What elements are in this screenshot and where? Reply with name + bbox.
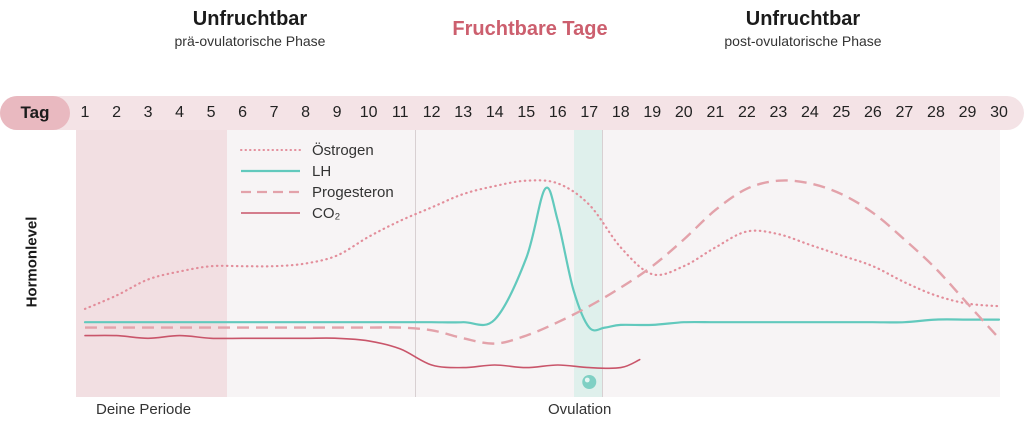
phase-subtitle-postovulatory: post-ovulatorische Phase — [724, 33, 882, 49]
legend-swatch-progesterone — [241, 190, 300, 194]
day-tick-label: 22 — [737, 104, 756, 121]
fertile-window-start-line — [415, 130, 416, 397]
day-tick-label: 13 — [454, 104, 473, 121]
ovulation-label: Ovulation — [548, 401, 612, 418]
phase-header-fertile: Fruchtbare Tage — [380, 18, 680, 41]
series-line-progesterone — [85, 179, 1000, 345]
day-tick-label: 4 — [175, 104, 184, 121]
legend-label-lh: LH — [312, 163, 332, 180]
legend-label-progesterone: Progesteron — [312, 184, 394, 201]
ovulation-region — [574, 130, 602, 397]
period-label: Deine Periode — [96, 401, 192, 418]
day-tick-label: 14 — [485, 104, 504, 121]
day-tick-label: 7 — [269, 104, 279, 121]
day-tick-label: 3 — [143, 104, 153, 121]
series-line-co2 — [84, 334, 641, 370]
day-tick-label: 19 — [643, 104, 662, 121]
hormone-chart-plot — [83, 179, 1000, 389]
chart-area — [76, 130, 1000, 397]
phase-title-preovulatory: Unfruchtbar — [192, 8, 308, 30]
series-line-lh — [83, 186, 1000, 332]
day-tick-label: 24 — [800, 104, 819, 121]
day-axis-title: Tag — [0, 96, 70, 130]
day-tick-label: 17 — [580, 104, 599, 121]
day-tick-label: 12 — [422, 104, 441, 121]
y-axis-label: Hormonlevel — [23, 216, 41, 308]
day-tick-label: 2 — [112, 104, 121, 121]
day-tick-label: 20 — [674, 104, 693, 121]
day-tick-label: 6 — [238, 104, 248, 121]
day-tick-label: 25 — [832, 104, 851, 121]
day-tick-label: 26 — [864, 104, 882, 121]
day-axis-bar: Tag 1 2 3 4 5 6 7 8 9 10 11 12 13 14 15 16 17 18 19 20 21 22 2… — [0, 96, 1024, 130]
legend-swatch-co2 — [241, 212, 300, 214]
period-region — [76, 130, 227, 397]
legend-swatch-lh — [241, 169, 300, 173]
phase-header-postovulatory: Unfruchtbar post-ovulatorische Phase — [653, 8, 953, 49]
day-tick-label: 9 — [332, 104, 342, 121]
day-tick-label: 27 — [895, 104, 914, 121]
egg-icon — [582, 375, 597, 389]
day-tick-label: 16 — [548, 104, 567, 121]
day-tick-label: 5 — [206, 104, 216, 121]
phase-title-postovulatory: Unfruchtbar — [745, 8, 861, 30]
day-tick-label: 21 — [706, 104, 725, 121]
phase-header-preovulatory: Unfruchtbar prä-ovulatorische Phase — [100, 8, 400, 49]
day-tick-label: 10 — [359, 104, 378, 121]
day-tick-label: 15 — [517, 104, 536, 121]
day-tick-label: 30 — [990, 104, 1008, 121]
legend-label-estrogen: Östrogen — [312, 142, 374, 159]
phase-subtitle-preovulatory: prä-ovulatorische Phase — [174, 33, 326, 49]
day-tick-label: 11 — [391, 104, 409, 121]
phase-title-fertile: Fruchtbare Tage — [452, 18, 608, 40]
day-tick-label: 29 — [958, 104, 977, 121]
legend-swatch-estrogen — [240, 149, 301, 151]
day-tick-label: 1 — [80, 104, 90, 121]
day-tick-label: 18 — [611, 104, 630, 121]
day-tick-label: 8 — [301, 104, 311, 121]
legend-label-co2: CO₂ — [312, 205, 341, 222]
day-tick-label: 23 — [769, 104, 788, 121]
fertile-window-end-line — [602, 130, 603, 397]
day-tick-label: 28 — [927, 104, 945, 121]
